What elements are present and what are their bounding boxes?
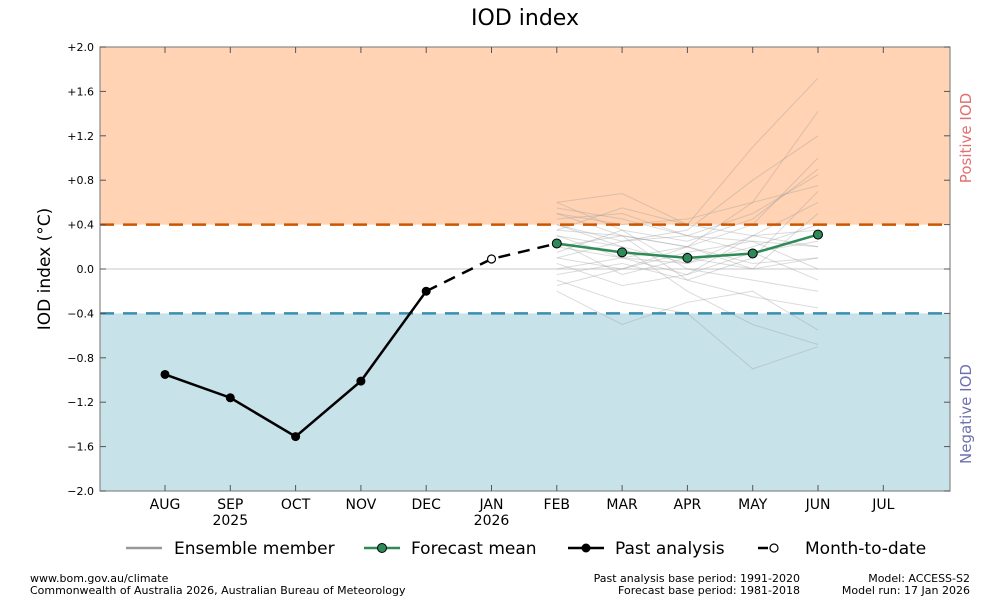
- ensemble-member-line: [556, 229, 819, 292]
- footer-model-run: Model run: 17 Jan 2026: [842, 584, 970, 597]
- negative-iod-label: Negative IOD: [957, 364, 975, 464]
- legend-label-ensemble: Ensemble member: [174, 539, 335, 559]
- x-tick-label: MAY: [738, 497, 768, 513]
- x-tick-label: AUG: [150, 497, 181, 513]
- legend-label-forecast: Forecast mean: [411, 539, 537, 559]
- series-lines: [160, 229, 823, 442]
- ensemble-member-line: [556, 190, 819, 281]
- y-axis: +2.0 +1.6 +1.2 +0.8 +0.4 0.0 −0.4 −0.8 −1.2 −1.6 −…: [67, 41, 950, 498]
- x-tick-label: JAN: [479, 497, 504, 513]
- ensemble-member-line: [556, 174, 819, 237]
- ensemble-member-line: [556, 224, 819, 264]
- past-analysis-point: [225, 393, 235, 403]
- y-tick-label: −2.0: [67, 485, 94, 498]
- ensemble-member-line: [556, 168, 819, 242]
- ensemble-member-line: [556, 262, 819, 309]
- ensemble-member-line: [556, 235, 819, 281]
- forecast-mean-point: [551, 238, 562, 249]
- ensemble-member-line: [556, 240, 819, 287]
- forecast-mean-point: [747, 248, 758, 259]
- negative-zone: [100, 313, 950, 491]
- y-tick-label: +0.8: [67, 174, 94, 187]
- footer-model: Model: ACCESS-S2: [868, 572, 970, 585]
- ensemble-member-line: [556, 135, 819, 242]
- ensemble-member-line: [556, 212, 819, 248]
- past-analysis-point: [421, 286, 431, 296]
- ensemble-member-line: [556, 290, 819, 331]
- y-tick-label: −1.2: [67, 396, 94, 409]
- footer-past-base-period: Past analysis base period: 1991-2020: [594, 572, 800, 585]
- x-tick-label: FEB: [544, 497, 571, 513]
- legend-mtd-marker: [769, 543, 779, 553]
- month-to-date-point: [486, 254, 497, 264]
- y-tick-label: −1.6: [67, 441, 94, 454]
- legend-label-mtd: Month-to-date: [805, 539, 926, 559]
- y-tick-label: +1.6: [67, 85, 94, 98]
- plot-area: [99, 46, 951, 492]
- ensemble-member-line: [556, 111, 819, 248]
- ensemble-member-line: [556, 185, 819, 226]
- footer: www.bom.gov.au/climate Commonwealth of A…: [30, 572, 970, 597]
- positive-zone: [100, 47, 950, 225]
- positive-iod-label: Positive IOD: [957, 93, 975, 183]
- forecast-mean-point: [617, 247, 628, 258]
- month-to-date-line: [425, 242, 558, 293]
- x-year-label: 2025: [212, 513, 248, 529]
- x-tick-label: DEC: [411, 497, 441, 513]
- legend-forecast-marker: [377, 543, 387, 553]
- x-tick-label: APR: [674, 497, 702, 513]
- past-analysis-point: [291, 432, 301, 442]
- past-analysis-point: [356, 376, 366, 386]
- forecast-mean-point: [682, 252, 693, 263]
- x-tick-label: OCT: [281, 497, 311, 513]
- y-tick-label: −0.4: [67, 307, 94, 320]
- chart-title: IOD index: [471, 6, 579, 31]
- ensemble-member-line: [556, 246, 819, 287]
- x-tick-label: JUL: [871, 497, 894, 513]
- legend: Ensemble member Forecast mean Past analysi…: [126, 539, 926, 559]
- ensemble-member-line: [556, 240, 819, 270]
- y-tick-label: +1.2: [67, 130, 94, 143]
- x-tick-label: JUN: [805, 497, 831, 513]
- y-tick-label: +0.4: [67, 219, 94, 232]
- y-tick-label: 0.0: [77, 263, 95, 276]
- x-axis: AUG SEP OCT NOV DEC JAN FEB MAR APR MAY JUN JUL 2025…: [150, 47, 895, 529]
- x-tick-label: SEP: [217, 497, 243, 513]
- y-tick-label: +2.0: [67, 41, 94, 54]
- ensemble-member-line: [556, 224, 819, 270]
- y-tick-label: −0.8: [67, 352, 94, 365]
- footer-website: www.bom.gov.au/climate: [30, 572, 169, 585]
- ensemble-member-line: [556, 229, 819, 270]
- footer-copyright: Commonwealth of Australia 2026, Australi…: [30, 584, 406, 597]
- footer-forecast-base-period: Forecast base period: 1981-2018: [618, 584, 800, 597]
- legend-past-marker: [581, 543, 591, 553]
- forecast-mean-point: [813, 229, 823, 240]
- x-tick-label: MAR: [606, 497, 638, 513]
- x-tick-label: NOV: [345, 497, 376, 513]
- legend-label-past: Past analysis: [615, 539, 725, 559]
- x-year-label: 2026: [474, 513, 510, 529]
- ensemble-member-line: [556, 235, 819, 345]
- past-analysis-point: [160, 369, 170, 379]
- y-axis-label: IOD index (°C): [35, 208, 55, 330]
